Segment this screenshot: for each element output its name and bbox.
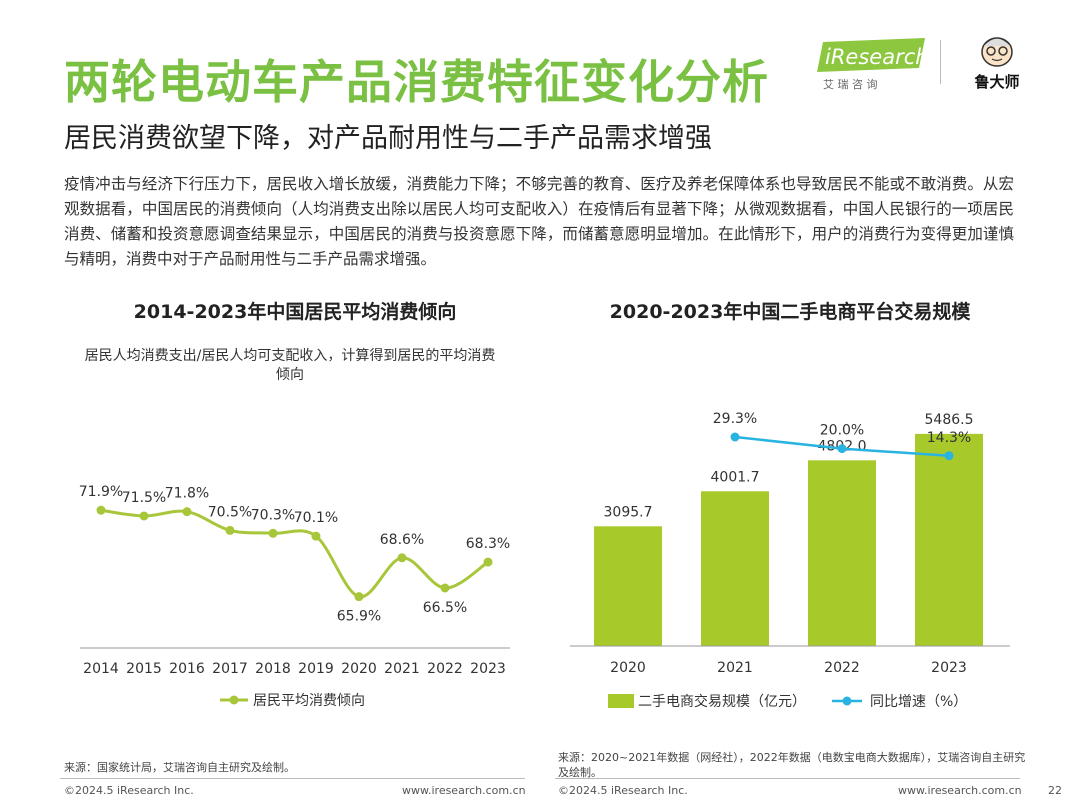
footer-divider-right [555,778,1020,779]
iresearch-logo: iResearch 艾 瑞 咨 询 [817,38,927,91]
page-subtitle: 居民消费欲望下降，对产品耐用性与二手产品需求增强 [64,123,712,154]
bar-2022 [808,460,876,646]
growth-point-2022 [837,444,847,454]
propensity-series-line [100,508,489,599]
propensity-label-2016: 71.8% [165,486,209,502]
left-x-tick-2016: 2016 [169,661,205,677]
left-x-tick-2023: 2023 [470,661,506,677]
propensity-label-2015: 71.5% [122,490,166,506]
left-x-tick-2014: 2014 [83,661,119,677]
second-hand-ecommerce-bar-chart: 3095.74001.74802.05486.52020202120222023… [570,411,1010,710]
body-paragraph: 疫情冲击与经济下行压力下，居民收入增长放缓，消费能力下降；不够完善的教育、医疗及… [64,175,1014,268]
right-x-tick-2021: 2021 [717,660,753,676]
left-x-tick-2017: 2017 [212,661,248,677]
propensity-label-2018: 70.3% [251,507,295,523]
left-legend-label: 居民平均消费倾向 [253,693,365,709]
left-x-tick-2021: 2021 [384,661,420,677]
logo-divider [940,40,941,84]
consumption-propensity-line-chart: 71.9%71.5%71.8% 70.5%70.3%70.1% 65.9% 68.6%… [79,484,510,709]
mascot-glasses-left [986,46,996,56]
right-legend-growth-label: 同比增速（%） [870,694,967,710]
page-number: 22 [1048,784,1062,797]
propensity-label-2017: 70.5% [208,504,252,520]
propensity-label-2021: 68.6% [380,532,424,548]
left-x-tick-2020: 2020 [341,661,377,677]
propensity-point-2015 [139,511,149,521]
left-chart-title: 2014-2023年中国居民平均消费倾向 [133,301,457,323]
bar-2020 [594,526,662,646]
right-chart-title: 2020-2023年中国二手电商平台交易规模 [609,301,971,323]
right-legend-growth-marker [842,696,852,706]
propensity-point-2020 [354,592,364,602]
propensity-point-2018 [268,528,278,538]
propensity-label-2014: 71.9% [79,484,123,500]
propensity-point-2016 [182,507,192,517]
growth-label-2022: 20.0% [820,423,864,439]
right-source-note: 来源：2020~2021年数据（网经社），2022年数据（电数宝电商大数据库），… [558,751,1026,779]
propensity-point-2023 [483,557,493,567]
propensity-point-2021 [397,553,407,563]
right-legend-bar-label: 二手电商交易规模（亿元） [638,693,806,710]
propensity-label-2019: 70.1% [294,510,338,526]
growth-label-2021: 29.3% [713,411,757,427]
growth-point-2021 [730,432,740,442]
mascot-glasses-right [998,46,1008,56]
propensity-point-2017 [225,525,235,535]
footer-copyright-left: ©2024.5 iResearch Inc. [64,784,194,797]
logo-banner-shape [817,38,925,72]
propensity-point-2019 [311,531,321,541]
left-x-tick-2015: 2015 [126,661,162,677]
left-x-tick-2018: 2018 [255,661,291,677]
propensity-label-2023: 68.3% [466,536,510,552]
propensity-point-2014 [96,505,106,515]
bar-2023 [915,433,983,646]
right-legend-bar-swatch [608,694,634,708]
propensity-label-2022: 66.5% [423,600,467,616]
bar-label-2021: 4001.7 [711,469,760,485]
left-source-note: 来源：国家统计局，艾瑞咨询自主研究及绘制。 [64,761,295,774]
left-x-tick-2022: 2022 [427,661,463,677]
ludashi-logo: 鲁大师 [974,37,1020,91]
propensity-label-2020: 65.9% [337,609,381,625]
left-legend-marker [229,695,239,705]
right-x-tick-2023: 2023 [931,660,967,676]
left-x-tick-2019: 2019 [298,661,334,677]
growth-point-2023 [944,451,954,461]
logo-wordmark: iResearch [825,45,927,69]
growth-label-2023: 14.3% [927,430,971,446]
footer-copyright-right: ©2024.5 iResearch Inc. [558,784,688,797]
mascot-smile [991,58,1003,62]
right-x-tick-2020: 2020 [610,660,646,676]
footer-divider-left [60,778,525,779]
ludashi-wordmark: 鲁大师 [974,73,1019,91]
footer-url-right: www.iresearch.com.cn [898,784,1022,797]
page-title: 两轮电动车产品消费特征变化分析 [64,55,769,109]
bar-2021 [701,491,769,646]
mascot-hair-icon [982,37,1012,47]
bar-label-2020: 3095.7 [604,504,653,520]
propensity-point-2022 [440,583,450,593]
bar-label-2023: 5486.5 [925,412,974,428]
footer-url-left: www.iresearch.com.cn [402,784,526,797]
logo-cn-name: 艾 瑞 咨 询 [823,77,878,91]
left-chart-note: 居民人均消费支出/居民人均可支配收入，计算得到居民的平均消费倾向 [84,348,496,383]
right-x-tick-2022: 2022 [824,660,860,676]
